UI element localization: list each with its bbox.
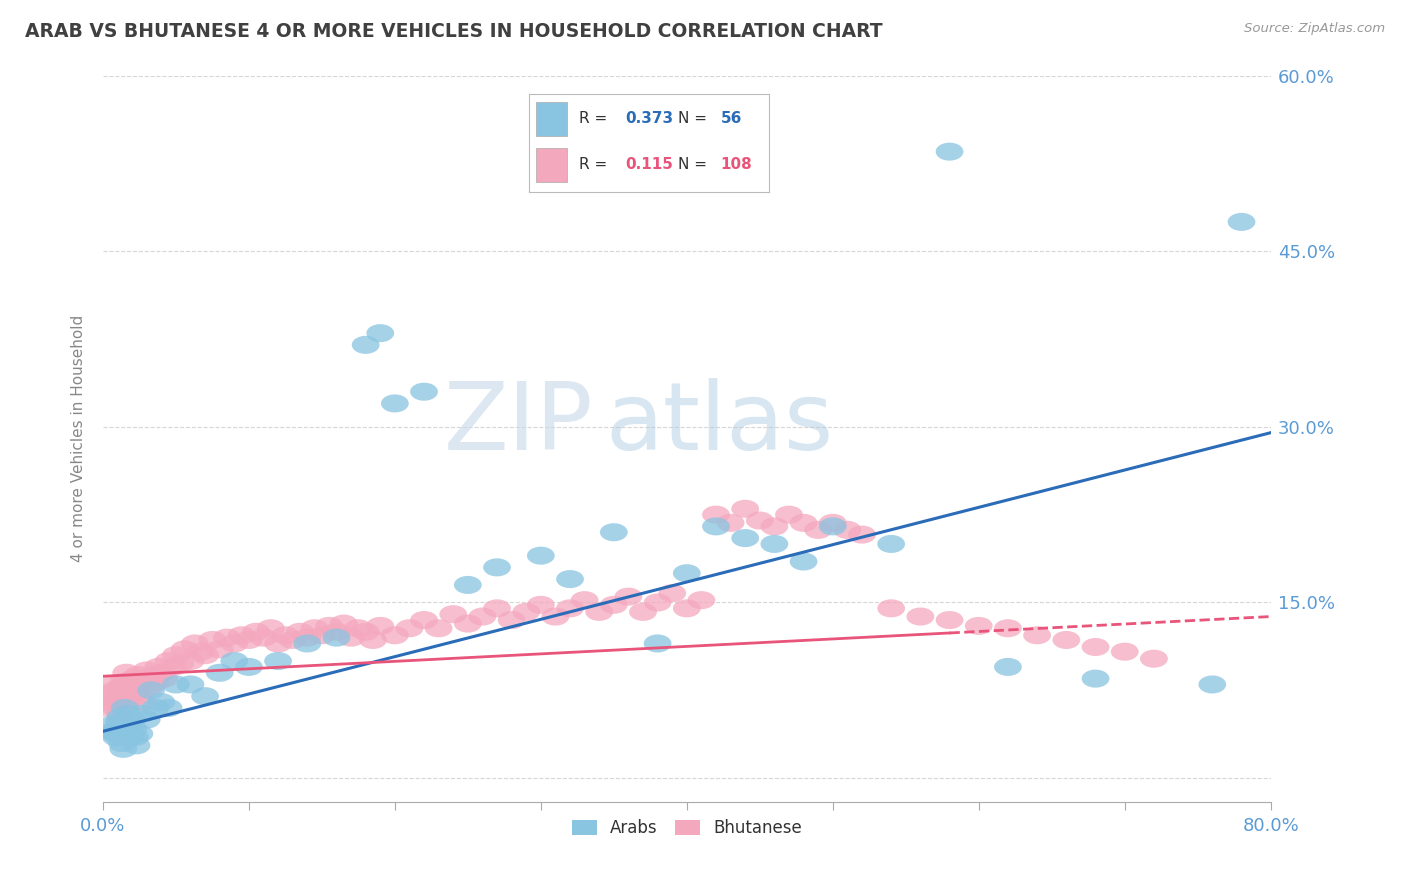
- Text: atlas: atlas: [605, 378, 834, 470]
- Legend: Arabs, Bhutanese: Arabs, Bhutanese: [565, 813, 808, 844]
- Text: ARAB VS BHUTANESE 4 OR MORE VEHICLES IN HOUSEHOLD CORRELATION CHART: ARAB VS BHUTANESE 4 OR MORE VEHICLES IN …: [25, 22, 883, 41]
- Text: Source: ZipAtlas.com: Source: ZipAtlas.com: [1244, 22, 1385, 36]
- Text: ZIP: ZIP: [444, 378, 593, 470]
- Y-axis label: 4 or more Vehicles in Household: 4 or more Vehicles in Household: [72, 315, 86, 562]
